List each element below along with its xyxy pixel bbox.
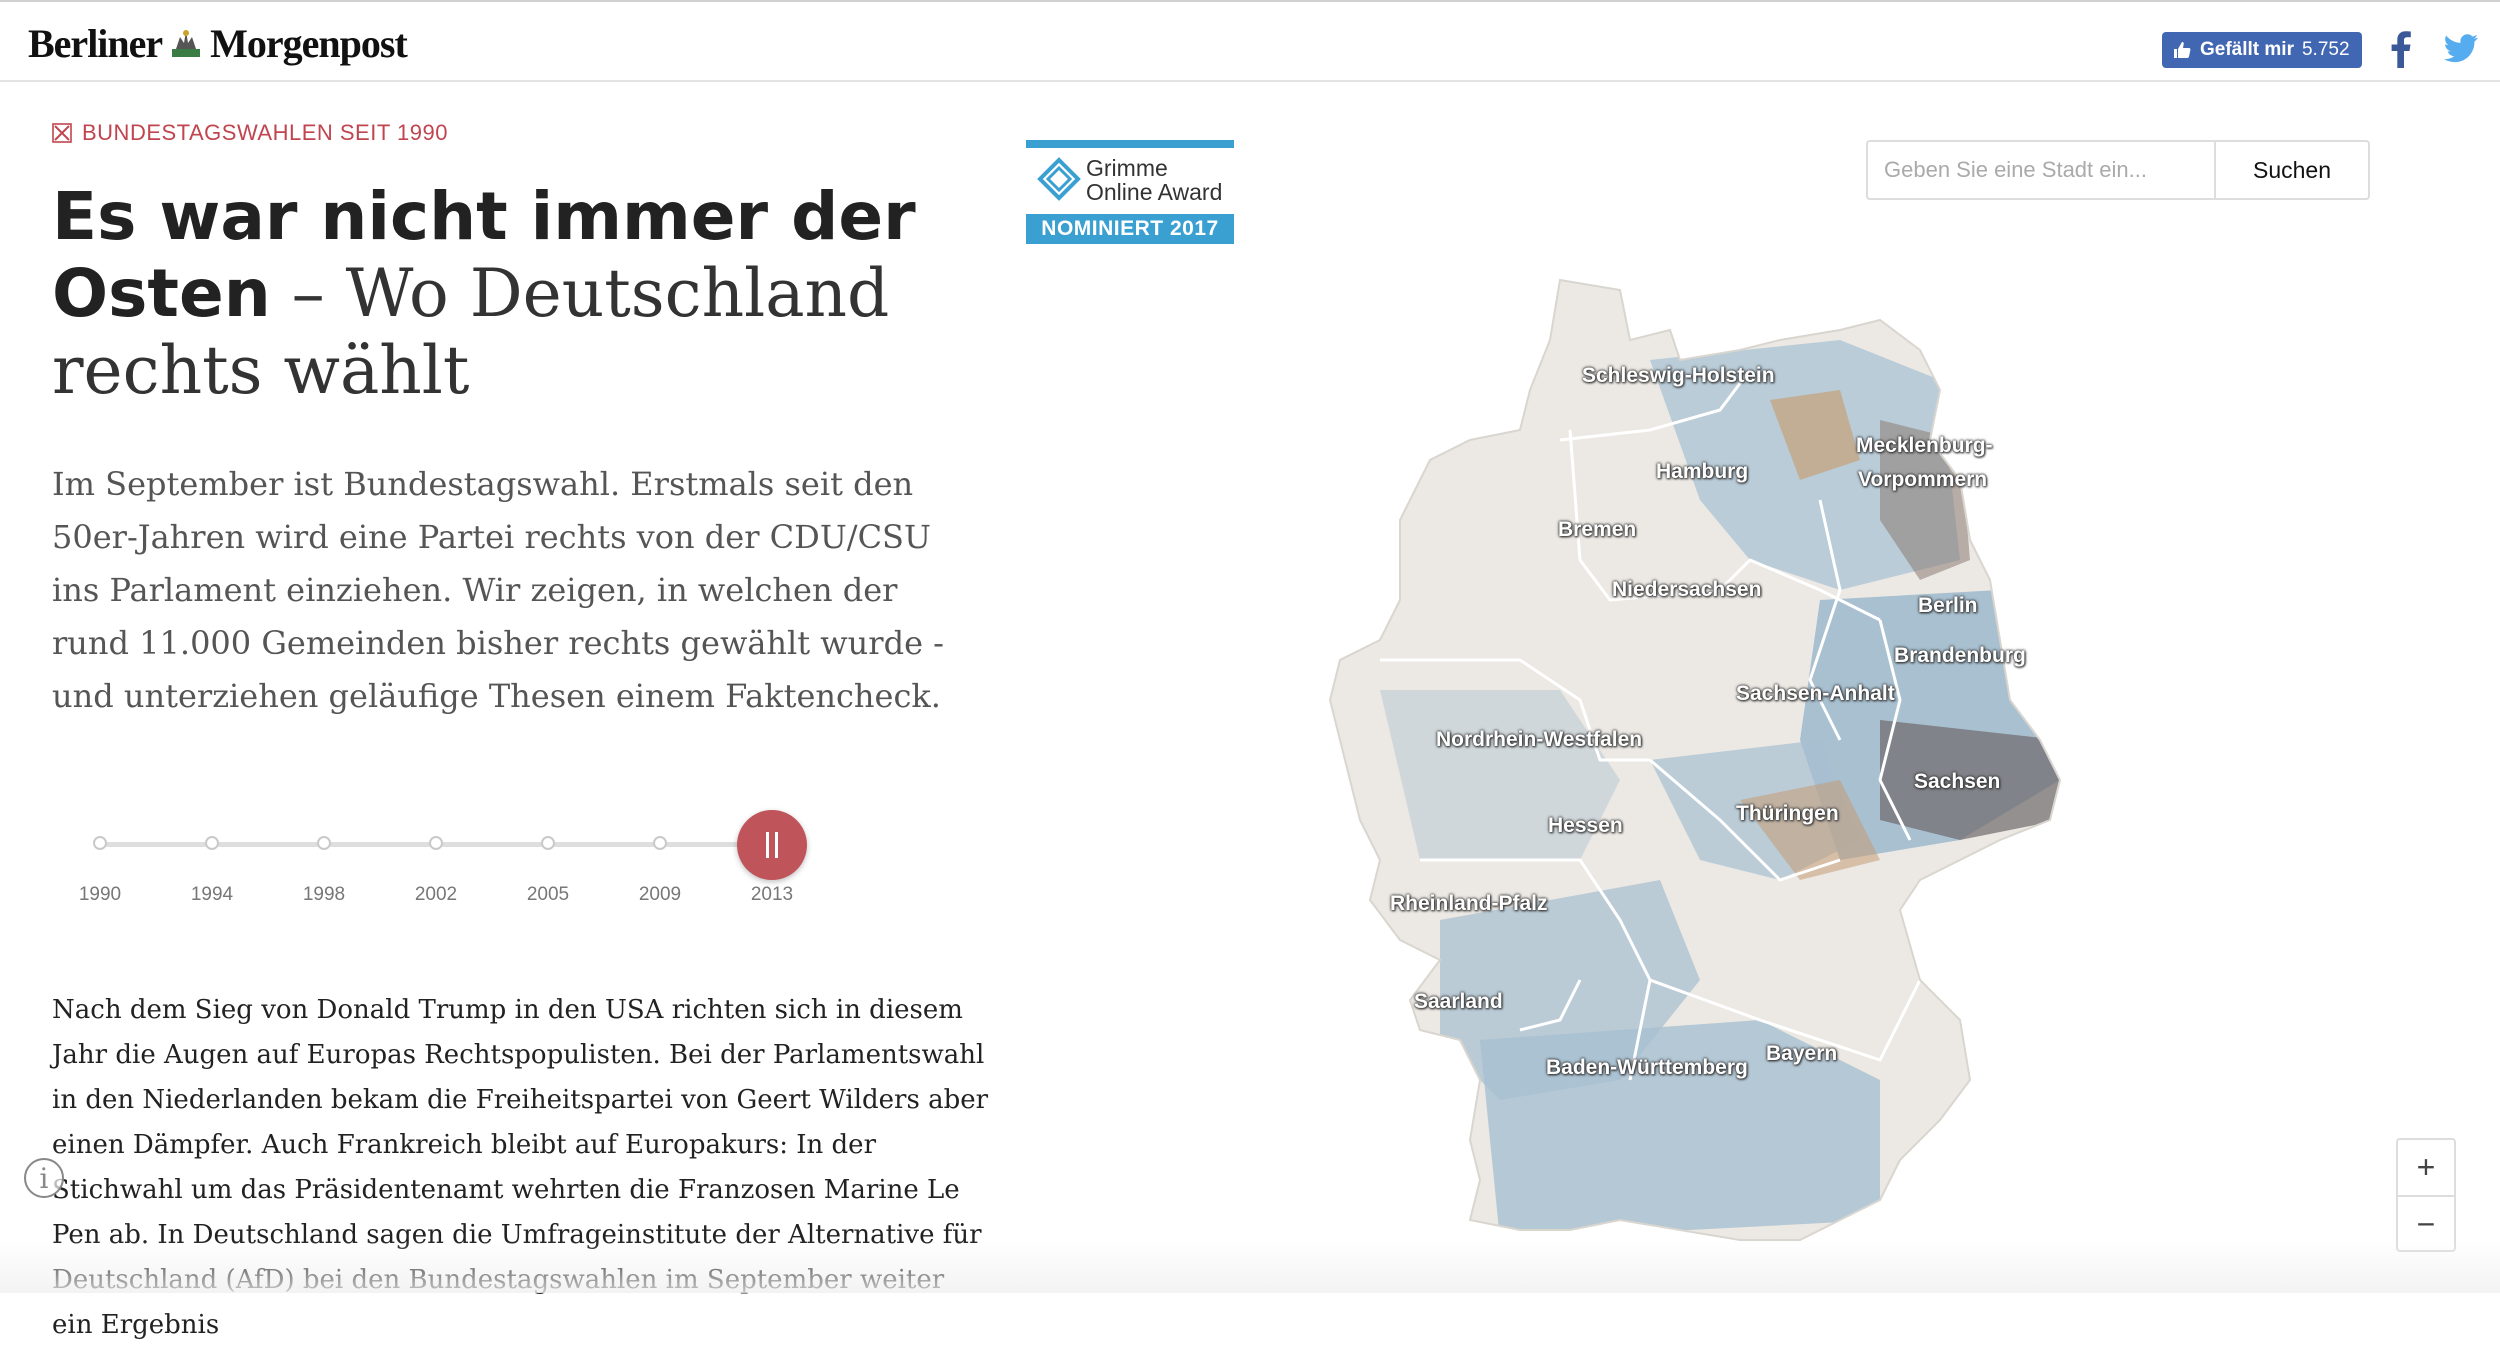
- year-label[interactable]: 2009: [638, 884, 682, 905]
- state-label-rheinland-pfalz[interactable]: Rheinland-Pfalz: [1390, 892, 1548, 915]
- city-search-input[interactable]: [1866, 140, 2214, 200]
- page-title: Es war nicht immer der Osten – Wo Deutsc…: [52, 178, 952, 409]
- year-label[interactable]: 1994: [190, 884, 234, 905]
- state-label-niedersachsen[interactable]: Niedersachsen: [1612, 578, 1762, 601]
- facebook-like-button[interactable]: Gefällt mir 5.752: [2162, 32, 2362, 68]
- slider-track[interactable]: [100, 842, 800, 847]
- state-label-schleswig-holstein[interactable]: Schleswig-Holstein: [1582, 364, 1775, 387]
- site-logo[interactable]: Berliner Morgenpost: [28, 20, 408, 67]
- state-label-vorpommern[interactable]: Vorpommern: [1858, 468, 1988, 491]
- state-label-mecklenburg[interactable]: Mecklenburg-: [1856, 434, 1993, 457]
- info-icon[interactable]: i: [24, 1158, 64, 1198]
- zoom-out-button[interactable]: −: [2398, 1195, 2454, 1252]
- award-line-2: Online Award: [1086, 179, 1223, 205]
- year-label[interactable]: 2002: [414, 884, 458, 905]
- slider-handle[interactable]: [737, 810, 807, 880]
- state-label-hamburg[interactable]: Hamburg: [1656, 460, 1749, 483]
- title-strong: Es war nicht immer der Osten: [52, 178, 916, 332]
- slider-stop-1994[interactable]: [205, 836, 219, 850]
- state-label-brandenburg[interactable]: Brandenburg: [1894, 644, 2026, 667]
- award-nominated: NOMINIERT 2017: [1026, 214, 1234, 244]
- grimme-award-badge[interactable]: Grimme Online Award NOMINIERT 2017: [1026, 140, 1234, 244]
- map-regions: [1380, 340, 2060, 1240]
- state-label-bremen[interactable]: Bremen: [1558, 518, 1637, 541]
- logo-text-right: Morgenpost: [210, 21, 408, 66]
- germany-map[interactable]: Schleswig-Holstein Hamburg Mecklenburg- …: [1320, 260, 2080, 1260]
- slider-stop-1990[interactable]: [93, 836, 107, 850]
- zoom-in-button[interactable]: +: [2416, 1149, 2436, 1185]
- slider-stop-2009[interactable]: [653, 836, 667, 850]
- year-label[interactable]: 1990: [78, 884, 122, 905]
- year-label[interactable]: 2005: [526, 884, 570, 905]
- grip-line: [766, 832, 769, 858]
- state-label-baden-wuerttemberg[interactable]: Baden-Württemberg: [1546, 1056, 1748, 1079]
- state-label-saarland[interactable]: Saarland: [1414, 990, 1503, 1013]
- slider-stop-2002[interactable]: [429, 836, 443, 850]
- state-label-thueringen[interactable]: Thüringen: [1736, 802, 1839, 825]
- facebook-icon[interactable]: [2390, 30, 2412, 68]
- state-label-nordrhein-westfalen[interactable]: Nordrhein-Westfalen: [1436, 728, 1643, 751]
- state-label-sachsen-anhalt[interactable]: Sachsen-Anhalt: [1736, 682, 1895, 705]
- lead-paragraph: Im September ist Bundestagswahl. Erstmal…: [52, 465, 944, 715]
- slider-stop-1998[interactable]: [317, 836, 331, 850]
- state-label-hessen[interactable]: Hessen: [1548, 814, 1623, 837]
- article-body: Nach dem Sieg von Donald Trump in den US…: [52, 995, 989, 1340]
- state-label-sachsen[interactable]: Sachsen: [1914, 770, 2001, 793]
- state-label-bayern[interactable]: Bayern: [1766, 1042, 1838, 1065]
- state-label-berlin[interactable]: Berlin: [1918, 594, 1978, 617]
- year-label[interactable]: 1998: [302, 884, 346, 905]
- award-line-1: Grimme: [1086, 155, 1168, 181]
- map-canvas[interactable]: [1320, 260, 2080, 1260]
- ballot-cross-icon: [52, 123, 72, 143]
- grip-line: [775, 832, 778, 858]
- top-bar: Berliner Morgenpost Gefällt mir 5.752: [0, 0, 2500, 82]
- state-borders: [1380, 369, 1922, 1081]
- award-top-bar: [1026, 140, 1234, 148]
- city-search: Suchen: [1866, 140, 2370, 200]
- slider-stop-2005[interactable]: [541, 836, 555, 850]
- bear-emblem-icon: [172, 30, 201, 57]
- grimme-logo-icon: [1037, 157, 1081, 201]
- kicker-text: BUNDESTAGSWAHLEN SEIT 1990: [82, 120, 448, 145]
- twitter-icon[interactable]: [2444, 34, 2478, 64]
- year-slider[interactable]: 1990 1994 1998 2002 2005 2009 2013: [70, 810, 830, 920]
- thumbs-up-icon: [2174, 42, 2191, 58]
- year-label[interactable]: 2013: [750, 884, 794, 905]
- title-light: – Wo Deutschland rechts wählt: [52, 255, 890, 409]
- map-zoom-controls: + −: [2396, 1138, 2456, 1252]
- section-kicker[interactable]: BUNDESTAGSWAHLEN SEIT 1990: [52, 120, 448, 146]
- search-button[interactable]: Suchen: [2214, 140, 2370, 200]
- bottom-fade: [0, 1240, 2500, 1293]
- logo-text-left: Berliner: [28, 21, 163, 66]
- like-label: Gefällt mir: [2200, 39, 2294, 60]
- like-count: 5.752: [2301, 39, 2350, 60]
